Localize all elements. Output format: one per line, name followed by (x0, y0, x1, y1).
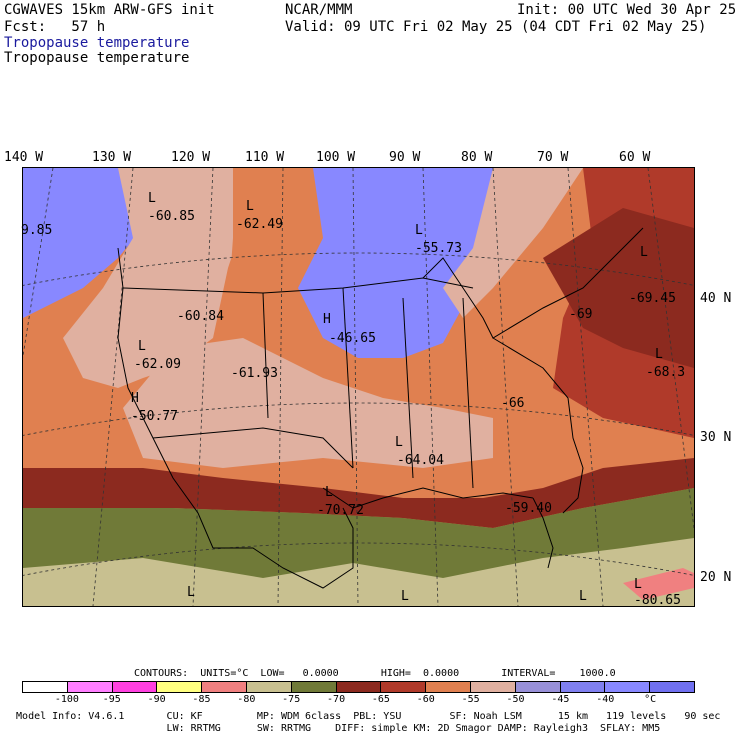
color-swatch (246, 682, 292, 692)
color-scale-label: -95 (102, 694, 121, 705)
color-scale-label: -40 (596, 694, 615, 705)
color-swatch (157, 682, 203, 692)
low-center-marker: L (655, 347, 663, 362)
low-center-value: -62.09 (134, 357, 181, 372)
low-center-marker: L (325, 485, 333, 500)
tropopause-temperature-map: 9.85 L -60.85 L -62.49 L -55.73 -60.84 H… (21, 167, 695, 608)
field-value-label: -60.84 (177, 309, 224, 324)
color-swatch (291, 682, 337, 692)
low-center-marker: L (187, 585, 195, 600)
low-center-marker: L (634, 577, 642, 592)
lon-label: 100 W (316, 150, 356, 165)
low-center-value: -69.45 (629, 291, 676, 306)
field-value-label: -66 (501, 396, 525, 411)
coastlines-and-borders (117, 227, 644, 589)
lat-label: 20 N (700, 570, 732, 585)
color-scale-label: °C (644, 694, 657, 705)
atlantic-low-core (543, 208, 694, 368)
color-swatch (426, 682, 471, 692)
color-swatch (67, 682, 113, 692)
low-center-marker: L (138, 339, 146, 354)
lon-label: 90 W (389, 150, 421, 165)
field-value-label: -59.40 (505, 501, 552, 516)
field-value-label: 9.85 (21, 223, 53, 238)
field-name-secondary: Tropopause temperature (4, 50, 190, 66)
color-swatch (470, 682, 516, 692)
color-swatch (23, 682, 68, 692)
color-swatch (515, 682, 561, 692)
color-scale-label: -60 (416, 694, 435, 705)
contours-info: CONTOURS: UNITS=°C LOW= 0.0000 HIGH= 0.0… (134, 668, 616, 679)
lon-label: 60 W (619, 150, 651, 165)
low-center-marker: L (395, 435, 403, 450)
low-center-value: -55.73 (415, 241, 462, 256)
model-info-line-1: Model Info: V4.6.1 CU: KF MP: WDM 6class… (4, 711, 721, 722)
field-value-label: -69 (569, 307, 593, 322)
tropical-cold-spot (623, 568, 694, 600)
tropical-light-region (23, 538, 694, 606)
model-info-line-2: LW: RRTMG SW: RRTMG DIFF: simple KM: 2D … (4, 723, 661, 734)
low-center-value: -64.04 (397, 453, 444, 468)
color-scale-label: -75 (282, 694, 301, 705)
color-scale-label: -100 (54, 694, 79, 705)
color-scale-label: -65 (371, 694, 390, 705)
low-center-value: -68.3 (646, 365, 686, 380)
lon-label: 130 W (92, 150, 132, 165)
color-swatch (650, 682, 694, 692)
color-scale-label: -90 (147, 694, 166, 705)
color-scale-label: -85 (192, 694, 211, 705)
low-center-value: -70.72 (317, 503, 364, 518)
color-swatch (560, 682, 606, 692)
rockies-band (228, 168, 328, 348)
color-swatch (336, 682, 382, 692)
field-name-primary: Tropopause temperature (4, 35, 190, 51)
color-swatch (112, 682, 158, 692)
high-center-value: -46.65 (329, 331, 376, 346)
low-center-marker: L (148, 191, 156, 206)
low-center-value: -62.49 (236, 217, 283, 232)
lon-label: 120 W (171, 150, 211, 165)
color-scale-label: -80 (237, 694, 256, 705)
color-scale-label: -70 (327, 694, 346, 705)
low-center-marker: L (401, 589, 409, 604)
low-center-value: -60.85 (148, 209, 195, 224)
map-canvas (23, 168, 694, 606)
color-scale-label: -55 (461, 694, 480, 705)
field-value-label: -61.93 (231, 366, 278, 381)
lon-label: 110 W (245, 150, 285, 165)
lat-label: 40 N (700, 291, 732, 306)
valid-time: Valid: 09 UTC Fri 02 May 25 (04 CDT Fri … (285, 19, 707, 35)
low-center-marker: L (579, 589, 587, 604)
color-scale-label: -50 (506, 694, 525, 705)
southwest-warm-band (123, 338, 493, 468)
lon-label: 140 W (4, 150, 44, 165)
color-swatch (202, 682, 247, 692)
color-scale-bar (22, 681, 695, 693)
high-center-marker: H (323, 312, 331, 327)
model-title: CGWAVES 15km ARW-GFS init (4, 2, 215, 18)
graticule (23, 168, 694, 606)
northeast-warm-band (443, 168, 583, 318)
lon-label: 70 W (537, 150, 569, 165)
lon-label: 80 W (461, 150, 493, 165)
low-center-marker: L (415, 223, 423, 238)
central-cold-region (298, 168, 518, 358)
subtropical-low-band (23, 458, 694, 528)
center-name: NCAR/MMM (285, 2, 353, 18)
high-center-marker: H (131, 391, 139, 406)
low-center-marker: L (246, 199, 254, 214)
west-warm-band (63, 168, 248, 388)
color-scale-labels: -100 -95 -90 -85 -80 -75 -70 -65 -60 -55 -50 -45 -40… (22, 694, 695, 706)
color-swatch (605, 682, 651, 692)
color-swatch (381, 682, 427, 692)
lat-label: 30 N (700, 430, 732, 445)
low-center-marker: L (640, 245, 648, 260)
forecast-hour: Fcst: 57 h (4, 19, 106, 35)
high-center-value: -50.77 (131, 409, 178, 424)
init-time: Init: 00 UTC Wed 30 Apr 25 (517, 2, 737, 18)
color-scale-label: -45 (551, 694, 570, 705)
low-center-value: -80.65 (634, 593, 681, 608)
